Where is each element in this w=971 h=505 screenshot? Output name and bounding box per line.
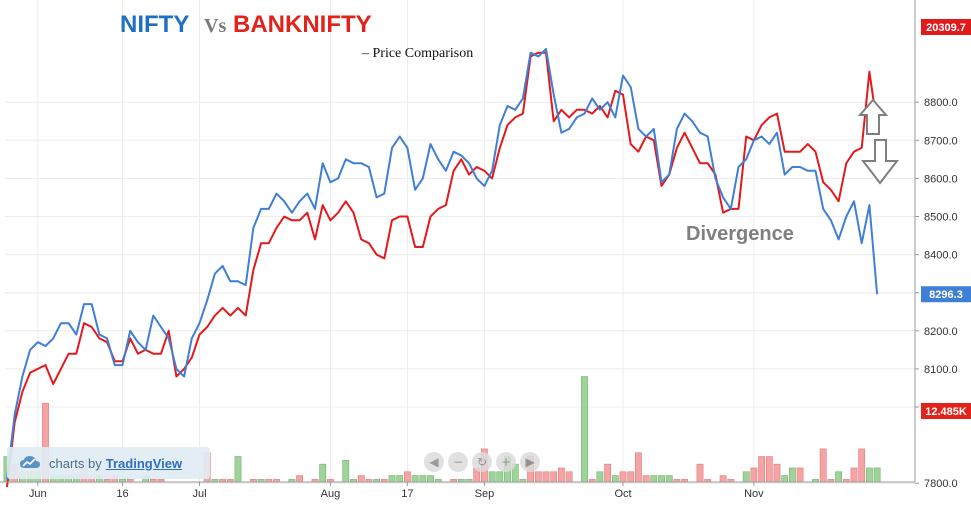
- y-tick-label: 8600.0: [924, 173, 958, 185]
- watermark-brand-link[interactable]: TradingView: [105, 455, 183, 471]
- y-tick-label: 8100.0: [924, 364, 958, 376]
- volume-bar: [396, 475, 404, 483]
- y-tick-label: 8700.0: [924, 135, 958, 147]
- nifty-price-tag-box: [921, 286, 971, 303]
- volume-price-tag-box: [921, 403, 971, 419]
- divergence-annotation: Divergence: [686, 223, 794, 245]
- volume-bar: [581, 376, 588, 483]
- reset-icon: ↻: [476, 455, 488, 469]
- volume-bar: [319, 463, 327, 483]
- arrow-left-icon: ◀: [429, 455, 439, 469]
- volume-bar: [781, 475, 789, 483]
- y-tick-label: 8800.0: [924, 97, 958, 109]
- volume-bar: [619, 471, 627, 483]
- title-nifty: NIFTY: [120, 11, 189, 38]
- x-tick-label: Sep: [475, 488, 495, 500]
- volume-bar: [750, 467, 758, 483]
- arrow-right-icon: ▶: [525, 455, 535, 469]
- plus-icon: +: [500, 455, 512, 469]
- volume-bar: [696, 463, 704, 483]
- chart-title: NIFTY Vs BANKNIFTY – Price Comparison: [120, 11, 473, 61]
- volume-bar: [419, 475, 427, 483]
- price-tags: 20309.7 8296.3 12.485K: [921, 19, 971, 419]
- grid-lines: [5, 0, 915, 484]
- banknifty-price-tag: 20309.7: [926, 22, 966, 34]
- x-tick-label: Oct: [614, 488, 631, 500]
- minus-icon: −: [452, 455, 464, 469]
- axes: [0, 0, 916, 483]
- volume-bar: [758, 456, 765, 483]
- series-lines: [6, 47, 879, 488]
- volume-bar: [342, 460, 350, 483]
- volume-bar: [427, 475, 434, 483]
- volume-bar: [873, 467, 881, 483]
- volume-bar: [403, 471, 411, 483]
- volume-bar: [604, 463, 611, 483]
- banknifty-line: [6, 51, 879, 488]
- volume-bar: [788, 467, 796, 483]
- volume-bar: [542, 471, 550, 483]
- volume-bar: [719, 475, 727, 483]
- x-tick-label: Jun: [29, 488, 47, 500]
- watermark-prefix: charts by: [49, 455, 102, 471]
- y-tick-label: 7800.0: [924, 478, 958, 490]
- volume-bar: [865, 467, 873, 483]
- x-tick-label: Aug: [321, 488, 341, 500]
- x-tick-label: 17: [401, 488, 413, 500]
- volume-bar: [627, 471, 635, 483]
- volume-bar: [765, 456, 773, 483]
- x-axis-ticks: Jun 16 Jul Aug 17 Sep Oct Nov: [29, 482, 764, 500]
- scroll-right-button[interactable]: ▶: [520, 452, 540, 472]
- banknifty-price-tag-box: [921, 19, 971, 35]
- volume-bar: [850, 467, 858, 483]
- volume-bar: [858, 448, 866, 483]
- volume-bar: [550, 471, 558, 483]
- reset-zoom-button[interactable]: ↻: [472, 452, 492, 472]
- chart-navigation: ◀ − ↻ + ▶: [424, 452, 540, 474]
- volume-bar: [388, 475, 396, 483]
- volume-bar: [658, 475, 665, 483]
- cloud-chart-icon: [19, 455, 41, 471]
- x-tick-label: Jul: [192, 488, 206, 500]
- divergence-down-arrow-icon: [860, 139, 900, 185]
- volume-bar: [557, 467, 565, 483]
- chart-subtitle: – Price Comparison: [361, 46, 473, 61]
- volume-bar: [411, 475, 419, 483]
- volume-bar: [796, 467, 804, 483]
- divergence-up-arrow-icon: [857, 98, 889, 135]
- x-tick-label: Nov: [744, 488, 764, 500]
- volume-bar: [234, 456, 242, 483]
- volume-price-tag: 12.485K: [925, 406, 967, 418]
- volume-bar: [296, 475, 303, 483]
- nifty-price-tag: 8296.3: [929, 289, 963, 301]
- nifty-line: [6, 47, 879, 480]
- y-tick-label: 8500.0: [924, 212, 958, 224]
- volume-bar: [665, 475, 673, 483]
- volume-bar: [634, 452, 642, 483]
- zoom-in-button[interactable]: +: [496, 452, 516, 472]
- y-tick-label: 8200.0: [924, 326, 958, 338]
- volume-bar: [650, 475, 658, 483]
- scroll-left-button[interactable]: ◀: [424, 452, 444, 472]
- volume-bar: [835, 471, 842, 483]
- volume-bar: [642, 475, 650, 483]
- title-vs: Vs: [204, 15, 226, 37]
- volume-bar: [742, 471, 750, 483]
- volume-bar: [357, 475, 365, 483]
- y-tick-label: 8400.0: [924, 250, 958, 262]
- zoom-out-button[interactable]: −: [448, 452, 468, 472]
- volume-bar: [773, 463, 781, 483]
- volume-bar: [611, 475, 619, 483]
- tradingview-watermark[interactable]: charts by TradingView: [7, 447, 210, 479]
- x-tick-label: 16: [116, 488, 128, 500]
- volume-bar: [596, 471, 604, 483]
- volume-bar: [565, 471, 573, 483]
- title-banknifty: BANKNIFTY: [233, 11, 372, 38]
- volume-bar: [819, 448, 827, 483]
